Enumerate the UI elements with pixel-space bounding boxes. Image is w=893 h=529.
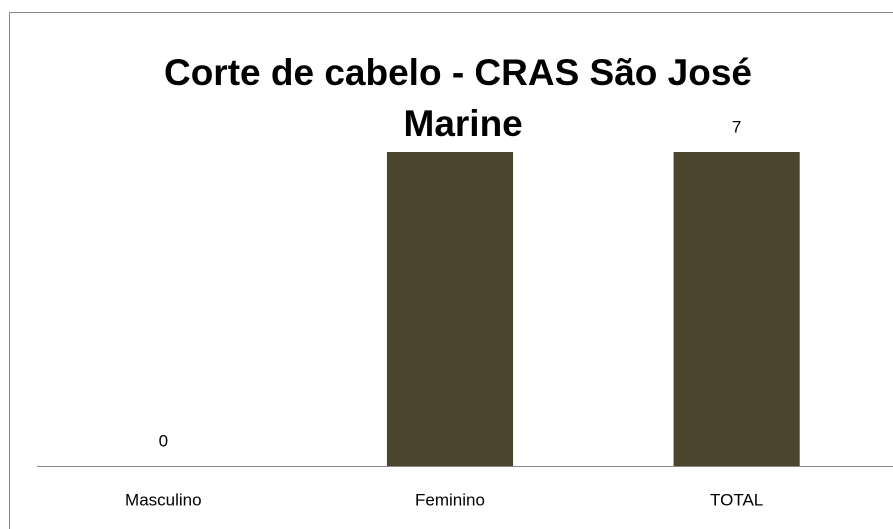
bar: [673, 152, 800, 466]
bar: [386, 152, 514, 466]
x-tick-label: Feminino: [415, 490, 485, 509]
data-label: 7: [445, 117, 454, 136]
data-label: 0: [159, 431, 168, 450]
x-tick-label: TOTAL: [710, 490, 763, 509]
data-label: 7: [732, 117, 741, 136]
x-tick-label: Masculino: [125, 490, 202, 509]
chart-title: Corte de cabelo - CRAS São José Marine: [164, 52, 752, 144]
